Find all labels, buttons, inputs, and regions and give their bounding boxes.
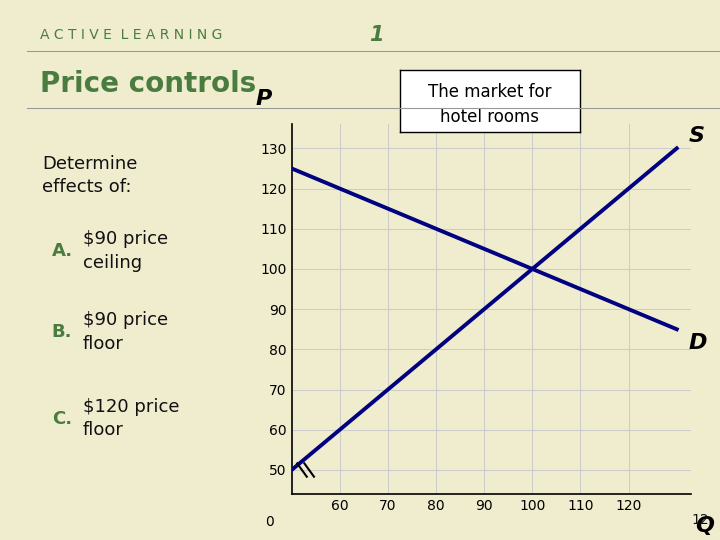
Text: The market for: The market for (428, 83, 552, 101)
Text: 12: 12 (692, 512, 709, 526)
Text: $90 price
ceiling: $90 price ceiling (83, 230, 168, 272)
Text: $120 price
floor: $120 price floor (83, 397, 179, 440)
Text: hotel rooms: hotel rooms (440, 108, 539, 126)
Text: Price controls: Price controls (40, 70, 256, 98)
Text: 1: 1 (369, 25, 384, 45)
Text: C.: C. (52, 409, 72, 428)
Text: 0: 0 (265, 515, 274, 529)
Text: D: D (689, 333, 707, 353)
Text: S: S (689, 126, 705, 146)
Text: A C T I V E  L E A R N I N G: A C T I V E L E A R N I N G (40, 28, 230, 42)
Text: P: P (256, 90, 271, 110)
Text: $90 price
floor: $90 price floor (83, 311, 168, 353)
Text: Q: Q (696, 516, 714, 536)
Text: B.: B. (52, 323, 72, 341)
Text: A.: A. (52, 242, 73, 260)
Text: Determine
effects of:: Determine effects of: (42, 154, 137, 197)
